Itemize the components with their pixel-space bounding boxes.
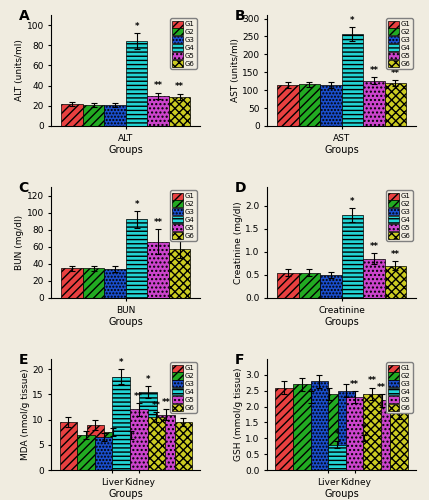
Bar	[122, 434, 139, 470]
Text: **: **	[175, 230, 184, 238]
Y-axis label: AST (units/ml): AST (units/ml)	[231, 38, 240, 102]
X-axis label: Groups: Groups	[109, 490, 143, 500]
Text: *: *	[335, 430, 339, 439]
Bar	[302, 397, 320, 470]
Legend: G1, G2, G3, G4, G5, G6: G1, G2, G3, G4, G5, G6	[386, 18, 413, 69]
Legend: G1, G2, G3, G4, G5, G6: G1, G2, G3, G4, G5, G6	[170, 190, 197, 241]
Bar	[320, 85, 342, 126]
Text: **: **	[395, 396, 404, 404]
Bar	[338, 390, 355, 470]
Text: *: *	[119, 358, 124, 367]
Bar	[157, 414, 175, 470]
Y-axis label: MDA (nmol/g tissue): MDA (nmol/g tissue)	[21, 368, 30, 460]
Text: **: **	[175, 82, 184, 92]
Text: **: **	[350, 380, 359, 388]
Bar	[385, 266, 406, 298]
Text: B: B	[235, 10, 245, 24]
Text: A: A	[19, 10, 30, 24]
Bar	[169, 96, 190, 126]
Text: E: E	[19, 354, 28, 368]
Bar	[61, 104, 83, 126]
Bar	[320, 394, 338, 470]
Bar	[104, 105, 126, 126]
Bar	[130, 410, 148, 470]
Bar	[60, 422, 77, 470]
Bar	[61, 268, 83, 298]
Bar	[277, 272, 299, 298]
Text: *: *	[134, 200, 139, 208]
X-axis label: Groups: Groups	[324, 490, 359, 500]
Bar	[342, 34, 363, 126]
Bar	[299, 84, 320, 126]
Bar	[77, 434, 95, 470]
Bar	[87, 424, 104, 470]
Text: D: D	[235, 182, 246, 196]
Text: *: *	[134, 22, 139, 31]
Text: **: **	[179, 407, 188, 416]
X-axis label: Groups: Groups	[324, 318, 359, 328]
Legend: G1, G2, G3, G4, G5, G6: G1, G2, G3, G4, G5, G6	[386, 190, 413, 241]
Bar	[175, 422, 192, 470]
Y-axis label: BUN (mg/dl): BUN (mg/dl)	[15, 215, 24, 270]
Text: **: **	[161, 398, 170, 407]
Text: C: C	[19, 182, 29, 196]
Bar	[346, 397, 363, 470]
Legend: G1, G2, G3, G4, G5, G6: G1, G2, G3, G4, G5, G6	[386, 362, 413, 413]
Bar	[148, 242, 169, 298]
Text: *: *	[350, 196, 355, 205]
Bar	[363, 81, 385, 126]
Bar	[148, 417, 165, 470]
Bar	[390, 413, 408, 470]
Bar	[139, 392, 157, 470]
Bar	[104, 432, 122, 470]
Bar	[299, 272, 320, 298]
Bar	[104, 269, 126, 298]
Bar	[126, 220, 148, 298]
Bar	[385, 83, 406, 126]
Text: *: *	[350, 16, 355, 24]
Legend: G1, G2, G3, G4, G5, G6: G1, G2, G3, G4, G5, G6	[170, 18, 197, 69]
Text: *: *	[362, 424, 366, 433]
Text: **: **	[391, 250, 400, 259]
Bar	[83, 268, 104, 298]
X-axis label: Groups: Groups	[324, 146, 359, 156]
Text: **: **	[368, 376, 377, 386]
Bar	[373, 400, 390, 470]
Y-axis label: ALT (units/ml): ALT (units/ml)	[15, 40, 24, 102]
Bar	[275, 388, 293, 470]
Text: **: **	[391, 69, 400, 78]
Text: **: **	[377, 382, 386, 392]
Bar	[355, 438, 373, 470]
Bar	[293, 384, 311, 470]
X-axis label: Groups: Groups	[109, 318, 143, 328]
Text: **: **	[134, 392, 143, 401]
Y-axis label: GSH (mmol/g tissue): GSH (mmol/g tissue)	[233, 368, 242, 462]
Text: **: **	[369, 242, 378, 251]
Bar	[112, 376, 130, 470]
Bar	[328, 444, 346, 470]
Bar	[342, 215, 363, 298]
Bar	[95, 437, 112, 470]
Bar	[363, 258, 385, 298]
Bar	[83, 105, 104, 126]
Bar	[277, 85, 299, 126]
Text: **: **	[369, 66, 378, 75]
Text: *: *	[146, 374, 151, 384]
Y-axis label: Creatinine (mg/dl): Creatinine (mg/dl)	[233, 201, 242, 284]
Bar	[363, 394, 381, 470]
Bar	[148, 96, 169, 126]
X-axis label: Groups: Groups	[109, 146, 143, 156]
Bar	[311, 381, 328, 470]
Legend: G1, G2, G3, G4, G5, G6: G1, G2, G3, G4, G5, G6	[170, 362, 197, 413]
Bar	[126, 41, 148, 126]
Text: **: **	[152, 401, 161, 410]
Text: **: **	[154, 82, 163, 90]
Bar	[169, 250, 190, 298]
Bar	[320, 275, 342, 298]
Text: **: **	[154, 218, 163, 226]
Text: F: F	[235, 354, 244, 368]
